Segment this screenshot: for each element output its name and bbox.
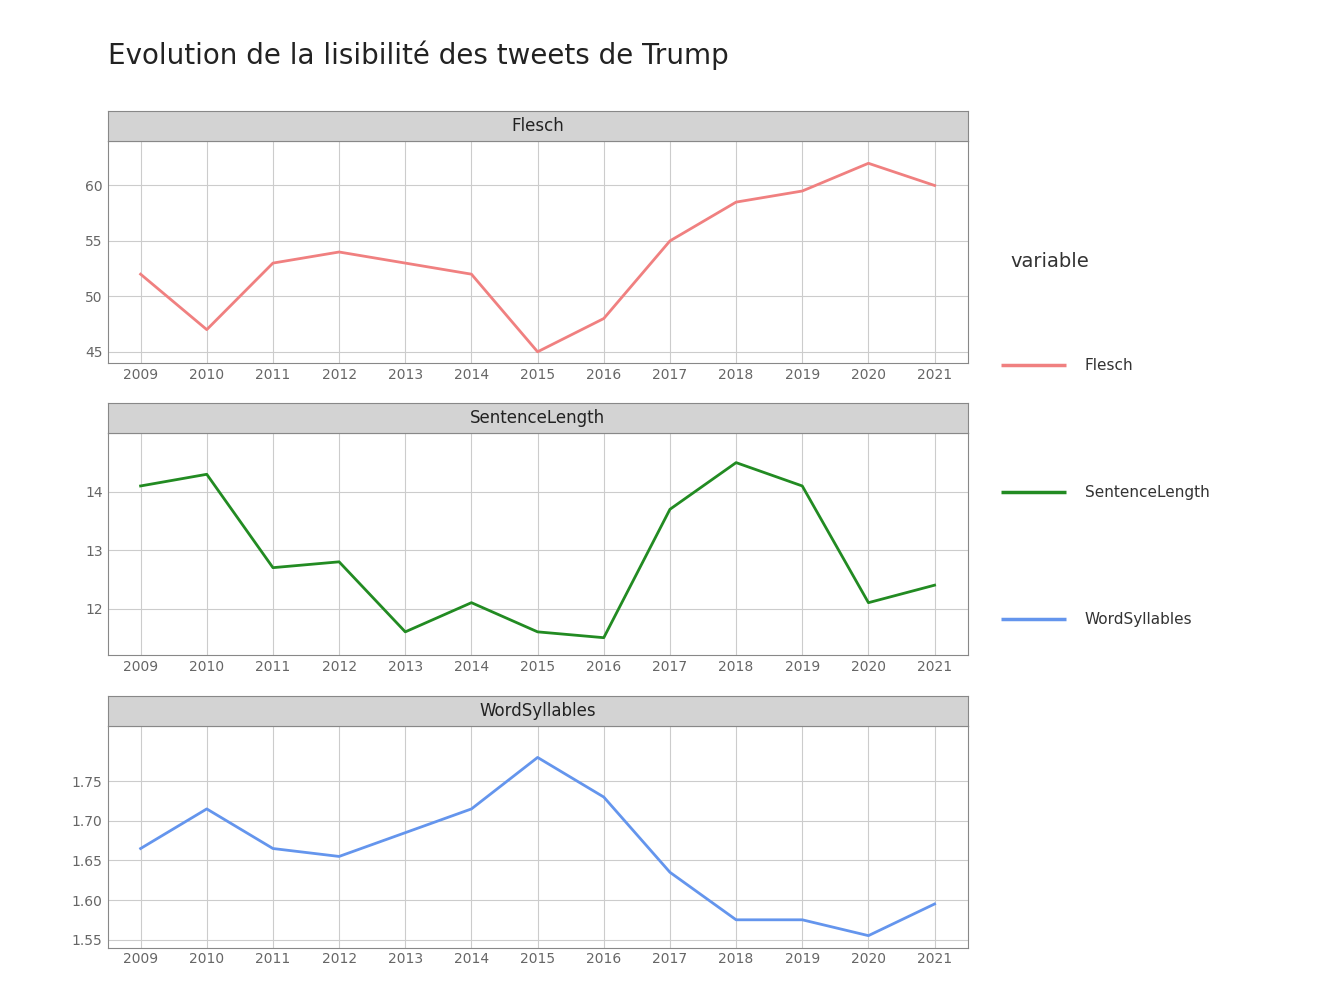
- Text: variable: variable: [1011, 252, 1090, 271]
- Text: WordSyllables: WordSyllables: [1085, 612, 1192, 627]
- Text: Flesch: Flesch: [1085, 358, 1133, 373]
- Text: Evolution de la lisibilité des tweets de Trump: Evolution de la lisibilité des tweets de…: [108, 40, 728, 70]
- Text: SentenceLength: SentenceLength: [470, 409, 605, 427]
- Text: WordSyllables: WordSyllables: [480, 702, 595, 720]
- Text: Flesch: Flesch: [511, 117, 564, 135]
- Text: SentenceLength: SentenceLength: [1085, 485, 1210, 500]
